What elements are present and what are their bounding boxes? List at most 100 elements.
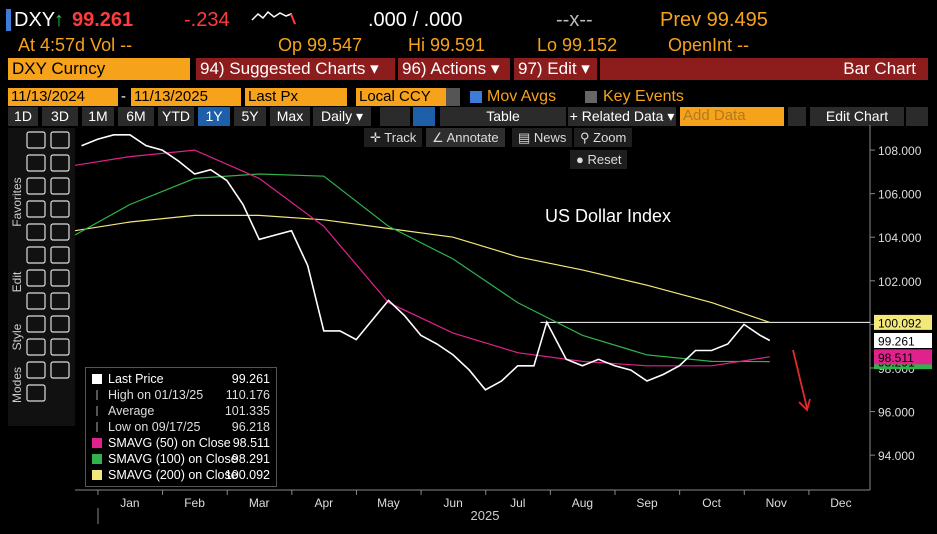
x-tick-label: Aug [572, 496, 593, 510]
x-tick-label: Jul [510, 496, 525, 510]
legend-label: SMAVG (50) on Close [108, 436, 231, 450]
range-button[interactable]: 3D [42, 107, 78, 126]
related-data-menu[interactable]: + Related Data ▾ [568, 107, 676, 126]
tool-icon [50, 223, 70, 241]
last-value-label: 98.511 [878, 351, 914, 365]
tool-icon [50, 315, 70, 333]
tool-icon [50, 361, 70, 379]
moving-average-line [74, 149, 770, 367]
line-icon-button[interactable] [380, 107, 410, 126]
date-dash: - [121, 88, 126, 105]
range-button[interactable]: 1M [82, 107, 114, 126]
chart-kind: Bar Chart [600, 58, 928, 80]
field-select[interactable]: Last Px [245, 88, 347, 106]
high: Hi 99.591 [408, 35, 486, 55]
tool-icon [26, 223, 46, 241]
table-button[interactable]: Table [440, 107, 566, 126]
start-date[interactable]: 11/13/2024 [8, 88, 118, 106]
ticker-marker [6, 9, 11, 31]
tool-icon [26, 200, 46, 218]
annotate-tool[interactable]: ∠ Annotate [426, 128, 505, 147]
zoom-tool[interactable]: ⚲ Zoom [574, 128, 633, 147]
legend-swatch [92, 454, 102, 464]
mov-avgs-label: Mov Avgs [487, 88, 557, 105]
news-tool[interactable]: ▤ News [512, 128, 573, 147]
tool-icon [50, 269, 70, 287]
track-label: ✛ [370, 130, 385, 145]
range-button[interactable]: 1D [8, 107, 38, 126]
settings-button[interactable] [906, 107, 928, 126]
legend-value: 99.261 [232, 372, 270, 386]
legend-swatch [92, 438, 102, 448]
tool-icon [26, 361, 46, 379]
suggested-charts-menu[interactable]: 94) Suggested Charts ▾ [196, 58, 395, 80]
track-tool[interactable]: ✛ Track [364, 128, 423, 147]
chart-title: US Dollar Index [545, 206, 671, 226]
annotate-icon: ∠ [432, 130, 447, 145]
x-tick-label: May [377, 496, 400, 510]
open: Op 99.547 [278, 35, 363, 55]
legend-swatch [92, 374, 102, 384]
x-tick-label: Dec [830, 496, 851, 510]
collapse-button[interactable] [788, 107, 806, 126]
x-tick-label: Mar [249, 496, 270, 510]
moving-average-line [74, 214, 770, 323]
edit-chart-button[interactable]: Edit Chart [810, 107, 904, 126]
period-select[interactable]: Daily ▾ [313, 107, 371, 126]
tool-icon [50, 200, 70, 218]
tool-icon [26, 131, 46, 149]
range-button[interactable]: 1Y [198, 107, 230, 126]
open-interest: OpenInt -- [668, 35, 750, 55]
tool-icon [50, 246, 70, 264]
tool-icon [50, 338, 70, 356]
tool-icon [26, 246, 46, 264]
x-tick-label: Nov [766, 496, 787, 510]
end-date[interactable]: 11/13/2025 [131, 88, 241, 106]
annotation-arrow [792, 349, 808, 409]
legend-value: 98.511 [233, 436, 270, 450]
legend-value: 96.218 [232, 420, 270, 434]
range-button[interactable]: 5Y [234, 107, 266, 126]
y-tick-label: 102.000 [878, 275, 922, 289]
add-data-field[interactable]: Add Data [680, 107, 784, 126]
last-value-tag [874, 314, 932, 330]
tool-icon [26, 315, 46, 333]
annotate-text: Annotate [446, 130, 499, 145]
track-text: Track [384, 130, 417, 145]
zoom-text: Zoom [593, 130, 627, 145]
range-button[interactable]: 6M [118, 107, 154, 126]
legend-swatch [92, 470, 102, 480]
legend-label: SMAVG (100) on Close [108, 452, 238, 466]
x-tick-label: Feb [184, 496, 205, 510]
x-tick-label: Jan [120, 496, 139, 510]
mov-avgs-checkbox[interactable] [470, 91, 482, 103]
news-icon: ▤ [518, 130, 534, 145]
reset-tool[interactable]: ● Reset [570, 150, 628, 169]
bid-ask: .000 / .000 [368, 9, 463, 31]
dropdown-button[interactable] [446, 88, 460, 106]
y-tick-label: 96.000 [878, 406, 915, 420]
last-value-tag [874, 332, 932, 348]
x-tick-label: Jun [443, 496, 462, 510]
legend-value: 101.335 [225, 404, 270, 418]
security-field[interactable]: DXY Curncy [8, 58, 190, 80]
actions-menu[interactable]: 96) Actions ▾ [398, 58, 510, 80]
edit-menu[interactable]: 97) Edit ▾ [514, 58, 597, 80]
size: --x-- [556, 9, 593, 31]
currency-select[interactable]: Local CCY [356, 88, 446, 106]
legend-label: High on 01/13/25 [108, 388, 203, 402]
range-button[interactable]: YTD [158, 107, 194, 126]
key-events-checkbox[interactable] [585, 91, 597, 103]
y-tick-label: 106.000 [878, 188, 922, 202]
tool-icon [26, 384, 46, 402]
legend-label: Low on 09/17/25 [108, 420, 200, 434]
last-value-label: 100.092 [878, 316, 922, 330]
x-tick-label: Oct [702, 496, 721, 510]
ticker: DXY [14, 9, 56, 31]
bar-icon-button[interactable] [413, 107, 435, 126]
range-button[interactable]: Max [270, 107, 310, 126]
legend-label: Last Price [108, 372, 164, 386]
legend-value: 100.092 [225, 468, 270, 482]
